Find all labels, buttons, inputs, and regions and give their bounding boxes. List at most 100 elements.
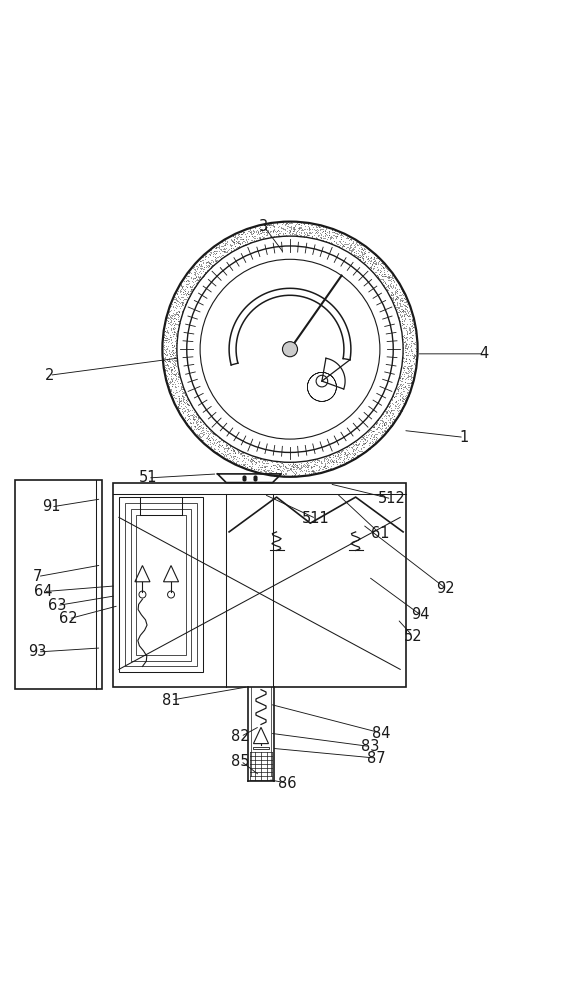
Point (272, 223, 281, 239)
Point (200, 266, 209, 282)
Point (299, 216, 308, 232)
Point (288, 458, 297, 474)
Point (166, 348, 175, 364)
Point (368, 434, 378, 450)
Point (407, 327, 416, 343)
Point (219, 243, 228, 259)
Point (205, 244, 214, 260)
Point (193, 417, 202, 433)
Point (227, 449, 236, 465)
Point (165, 310, 174, 326)
Point (281, 459, 290, 475)
Point (223, 450, 232, 466)
Point (394, 381, 403, 397)
Point (173, 399, 182, 415)
Text: 92: 92 (436, 581, 455, 596)
Point (394, 309, 403, 325)
Point (320, 230, 329, 246)
Point (402, 375, 411, 391)
Point (176, 286, 186, 302)
Point (215, 447, 224, 463)
Point (410, 348, 419, 364)
Point (316, 230, 325, 246)
Point (201, 264, 210, 280)
Point (396, 296, 405, 312)
Point (386, 275, 396, 291)
Point (363, 433, 372, 449)
Point (350, 434, 359, 450)
Point (324, 449, 334, 465)
Point (179, 278, 188, 294)
Point (353, 237, 362, 253)
Point (346, 453, 355, 469)
Point (395, 297, 404, 313)
Point (369, 253, 378, 269)
Point (174, 364, 183, 380)
Point (222, 436, 231, 452)
Point (279, 468, 288, 484)
Point (162, 344, 171, 360)
Point (186, 420, 195, 436)
Point (268, 224, 277, 240)
Point (296, 220, 306, 236)
Point (217, 437, 226, 453)
Text: 1: 1 (459, 430, 469, 445)
Point (279, 458, 288, 474)
Point (365, 422, 374, 438)
Point (394, 382, 403, 398)
Point (371, 255, 380, 271)
Point (165, 360, 174, 376)
Point (404, 319, 414, 335)
Point (393, 304, 403, 320)
Point (173, 323, 182, 339)
Point (402, 336, 411, 352)
Point (172, 350, 182, 366)
Point (322, 463, 331, 479)
Point (168, 347, 177, 363)
Point (260, 462, 269, 478)
Point (335, 447, 345, 463)
Point (397, 373, 407, 389)
Point (394, 299, 404, 315)
Point (274, 222, 283, 238)
Point (184, 275, 193, 291)
Point (341, 454, 350, 470)
Point (242, 225, 252, 241)
Point (362, 251, 372, 267)
Point (280, 228, 289, 244)
Point (196, 256, 205, 272)
Point (398, 393, 408, 409)
Point (191, 278, 201, 294)
Point (373, 419, 382, 435)
Point (211, 441, 220, 457)
Point (397, 366, 407, 382)
Point (387, 290, 396, 306)
Point (358, 242, 368, 258)
Point (396, 403, 405, 419)
Point (293, 458, 302, 474)
Point (350, 451, 359, 467)
Point (345, 239, 354, 255)
Point (374, 270, 383, 286)
Point (299, 215, 309, 231)
Point (332, 459, 341, 475)
Point (396, 377, 405, 393)
Point (401, 338, 411, 354)
Point (202, 423, 212, 439)
Point (405, 360, 414, 376)
Point (294, 226, 303, 242)
Point (341, 450, 350, 466)
Point (171, 390, 180, 406)
Point (344, 244, 353, 260)
Point (400, 374, 409, 390)
Point (172, 325, 181, 341)
Point (186, 415, 195, 431)
Point (179, 411, 188, 427)
Point (220, 248, 229, 264)
Point (183, 411, 193, 427)
Point (316, 218, 325, 234)
Point (384, 420, 393, 436)
Point (333, 226, 342, 242)
Point (399, 316, 408, 332)
Point (211, 253, 220, 269)
